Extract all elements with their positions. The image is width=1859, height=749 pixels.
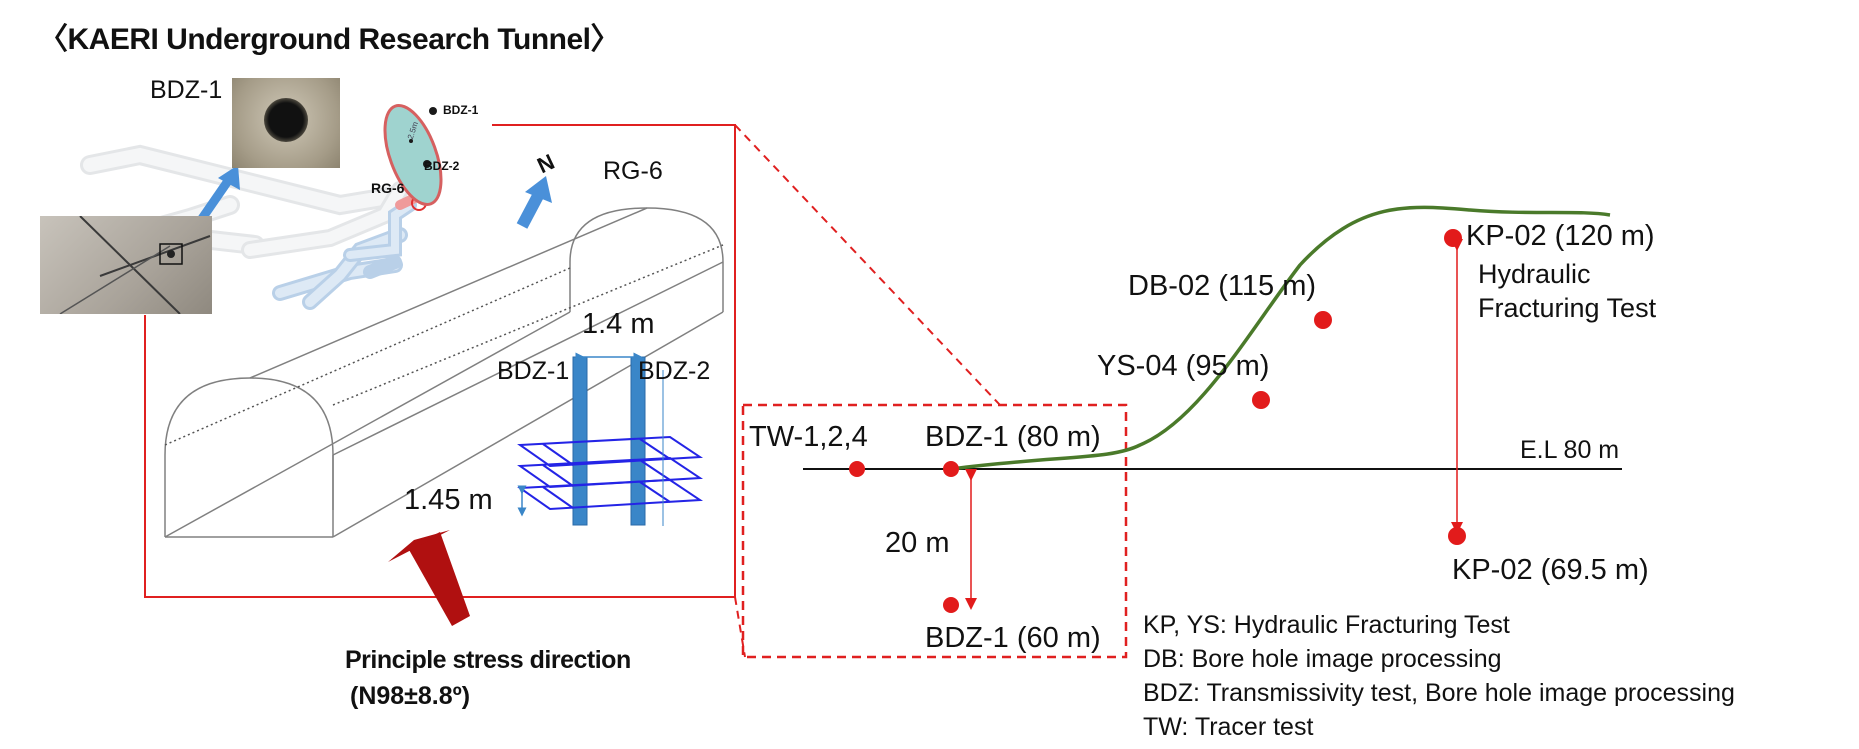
legend-item: DB: Bore hole image processing bbox=[1143, 645, 1502, 673]
measurement-planes bbox=[517, 435, 704, 511]
map-label-bdz2: BDZ-2 bbox=[424, 159, 460, 173]
kp02-120-label: KP-02 (120 m) bbox=[1466, 220, 1655, 252]
point-bdz1-80 bbox=[943, 461, 959, 477]
point-kp02-120 bbox=[1444, 229, 1462, 247]
tw-label: TW-1,2,4 bbox=[749, 421, 868, 453]
legend-item: KP, YS: Hydraulic Fracturing Test bbox=[1143, 611, 1510, 639]
plan-point-bdz2 bbox=[423, 160, 431, 168]
spacing-label: 1.45 m bbox=[404, 484, 493, 516]
legend-item: BDZ: Transmissivity test, Bore hole imag… bbox=[1143, 679, 1735, 707]
tunnel-3d bbox=[164, 207, 724, 538]
depth-20m-label: 20 m bbox=[885, 527, 950, 559]
photo-pointer-arrowhead bbox=[218, 165, 240, 190]
stress-direction-arrow bbox=[408, 532, 470, 626]
legend-item: TW: Tracer test bbox=[1143, 713, 1314, 741]
borehole-photo bbox=[232, 78, 340, 168]
borehole-hole bbox=[264, 98, 308, 142]
plan-point-bdz1 bbox=[429, 107, 437, 115]
map-label-bdz1: BDZ-1 bbox=[443, 103, 479, 117]
zoom-line-top bbox=[734, 124, 1001, 406]
point-bdz1-60 bbox=[943, 597, 959, 613]
photo-label-bdz1: BDZ-1 bbox=[150, 76, 223, 104]
point-tw bbox=[849, 461, 865, 477]
kp02-695-label: KP-02 (69.5 m) bbox=[1452, 554, 1649, 586]
map-label-rg6: RG-6 bbox=[371, 180, 405, 196]
db02-label: DB-02 (115 m) bbox=[1128, 270, 1317, 302]
diagram-title: 〈KAERI Underground Research Tunnel〉 bbox=[38, 23, 621, 56]
hydraulic-test-label-2: Fracturing Test bbox=[1478, 293, 1657, 323]
point-ys04 bbox=[1252, 391, 1270, 409]
hydraulic-test-label-1: Hydraulic bbox=[1478, 259, 1591, 289]
plan-point-mid bbox=[409, 139, 413, 143]
zoom-box bbox=[741, 403, 1128, 659]
rg6-label: RG-6 bbox=[603, 157, 663, 185]
zoom-line-bottom bbox=[734, 596, 746, 658]
north-arrow-shaft bbox=[516, 189, 546, 229]
bdz2-tunnel-label: BDZ-2 bbox=[638, 357, 711, 385]
north-arrow-head bbox=[525, 176, 552, 203]
stress-direction-value: (N98±8.8º) bbox=[350, 682, 471, 710]
width-label: 1.4 m bbox=[582, 308, 655, 340]
terrain-profile bbox=[950, 205, 1611, 471]
bdz1-tunnel-label: BDZ-1 bbox=[497, 357, 570, 385]
test-legend: KP, YS: Hydraulic Fracturing Test DB: Bo… bbox=[1143, 608, 1735, 744]
borehole-plan-ellipse bbox=[383, 104, 443, 206]
elevation-label: E.L 80 m bbox=[1520, 436, 1620, 464]
point-db02 bbox=[1314, 311, 1332, 329]
site-photo bbox=[40, 216, 212, 314]
stress-direction-label: Principle stress direction bbox=[345, 646, 631, 674]
bdz1-60-label: BDZ-1 (60 m) bbox=[925, 622, 1101, 654]
stress-direction-arrowhead bbox=[388, 530, 450, 562]
point-kp02-695 bbox=[1448, 527, 1466, 545]
bdz1-80-label: BDZ-1 (80 m) bbox=[925, 421, 1101, 453]
ys04-label: YS-04 (95 m) bbox=[1097, 350, 1270, 382]
